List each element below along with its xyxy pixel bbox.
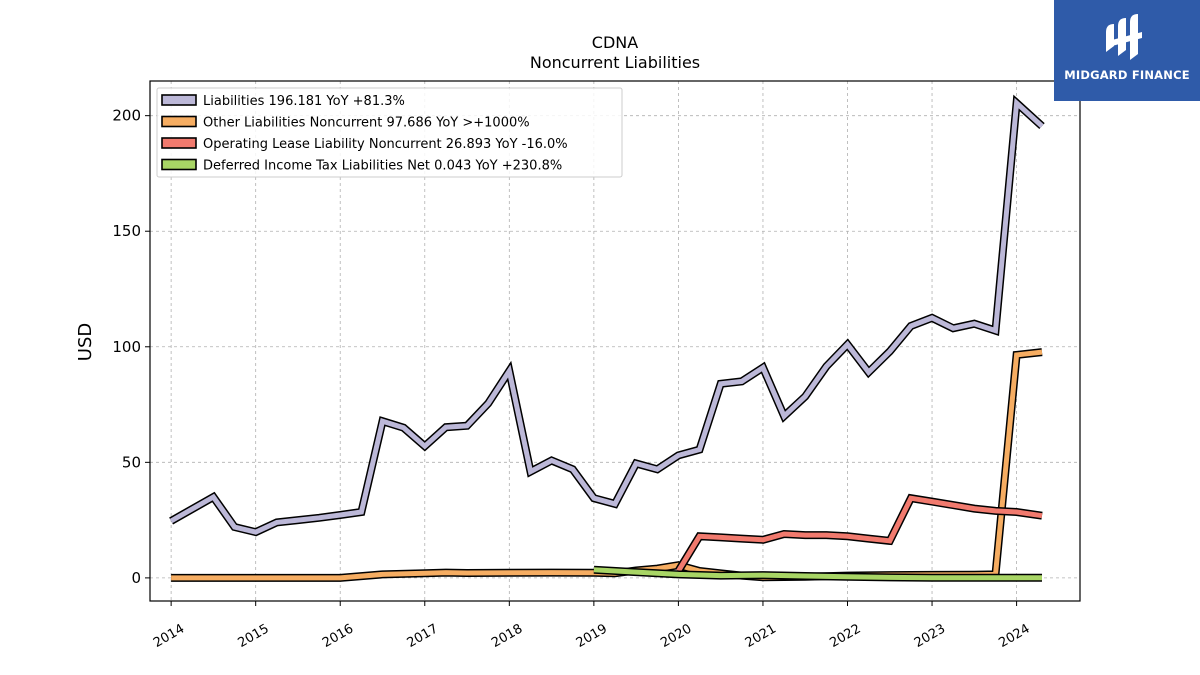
x-tick-label: 2015 [236, 621, 272, 651]
x-tick-label: 2020 [658, 621, 694, 651]
series-line [593, 567, 1043, 581]
y-tick-label: 0 [131, 569, 141, 587]
x-tick-label: 2014 [151, 621, 187, 651]
y-axis-label: USD [75, 323, 96, 361]
series-liabilities [169, 94, 1045, 537]
legend-swatch [161, 137, 197, 149]
grid-lines [150, 81, 1080, 601]
x-tick-label: 2017 [405, 621, 441, 651]
y-tick-label: 200 [112, 107, 141, 125]
plot-frame [149, 80, 1081, 602]
x-tick-label: 2024 [996, 621, 1032, 651]
series-other-liabilities-noncurrent [171, 348, 1043, 582]
legend-label: Other Liabilities Noncurrent 97.686 YoY … [203, 116, 530, 131]
legend-label: Operating Lease Liability Noncurrent 26.… [203, 137, 568, 152]
y-tick-label: 100 [112, 338, 141, 356]
x-tick-label: 2022 [827, 621, 863, 651]
series-deferred-income-tax-liabilities-net [593, 565, 1043, 582]
chart-subtitle: Noncurrent Liabilities [530, 53, 700, 72]
y-tick-label: 150 [112, 222, 141, 240]
x-tick-label: 2019 [574, 621, 610, 651]
series-lines [169, 94, 1045, 582]
legend-label: Liabilities 196.181 YoY +81.3% [203, 94, 405, 109]
legend-swatch [161, 94, 197, 106]
series-line [676, 495, 1043, 573]
legend-swatch [161, 115, 197, 128]
legend-box [156, 87, 623, 178]
x-tick-label: 2021 [743, 621, 779, 651]
series-operating-lease-liability-noncurrent [674, 493, 1043, 574]
x-tick-label: 2016 [320, 621, 356, 651]
series-line [171, 349, 1043, 581]
x-axis-ticks: 2014 2015 2016 2017 2018 2019 2020 2021 2022 2023… [151, 601, 1033, 651]
x-tick-label: 2018 [489, 621, 525, 651]
legend-item: Liabilities 196.181 YoY +81.3% [161, 94, 405, 109]
series-line-outline [171, 348, 1043, 582]
legend-item: Operating Lease Liability Noncurrent 26.… [161, 137, 568, 152]
chart-title: CDNA [592, 33, 638, 52]
brand-name: MIDGARD FINANCE [1064, 68, 1190, 82]
y-tick-label: 50 [122, 453, 141, 471]
legend: Liabilities 196.181 YoY +81.3% Other Liab… [156, 87, 623, 178]
legend-item: Deferred Income Tax Liabilities Net 0.04… [161, 158, 562, 174]
x-tick-label: 2023 [912, 621, 948, 651]
series-line [169, 97, 1044, 535]
legend-swatch [161, 158, 197, 171]
y-axis-ticks: 0 50 100 150 200 [112, 107, 150, 587]
brand-logo: MIDGARD FINANCE [1054, 0, 1200, 101]
legend-label: Deferred Income Tax Liabilities Net 0.04… [203, 159, 562, 174]
legend-item: Other Liabilities Noncurrent 97.686 YoY … [161, 115, 530, 131]
brand-mark-icon [1106, 14, 1142, 60]
